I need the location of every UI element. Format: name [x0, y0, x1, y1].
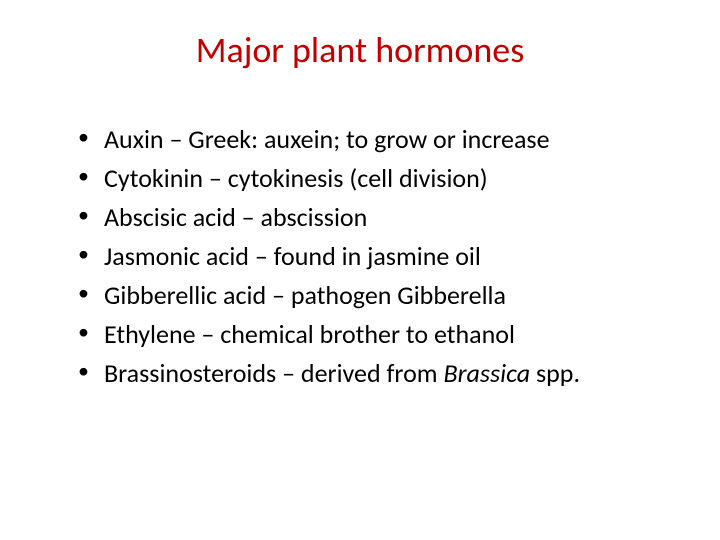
list-item: Ethylene – chemical brother to ethanol [78, 315, 670, 354]
list-item: Abscisic acid – abscission [78, 198, 670, 237]
bullet-prefix: Brassinosteroids – derived from [104, 357, 443, 389]
slide-container: Major plant hormones Auxin – Greek: auxe… [0, 0, 720, 540]
list-item: Auxin – Greek: auxein; to grow or increa… [78, 120, 670, 159]
list-item: Cytokinin – cytokinesis (cell division) [78, 159, 670, 198]
bullet-list: Auxin – Greek: auxein; to grow or increa… [50, 120, 670, 393]
list-item: Gibberellic acid – pathogen Gibberella [78, 276, 670, 315]
slide-title: Major plant hormones [50, 28, 670, 72]
list-item: Jasmonic acid – found in jasmine oil [78, 237, 670, 276]
bullet-italic: Brassica [443, 357, 530, 389]
list-item: Brassinosteroids – derived from Brassica… [78, 354, 670, 393]
bullet-suffix: spp. [530, 357, 580, 389]
